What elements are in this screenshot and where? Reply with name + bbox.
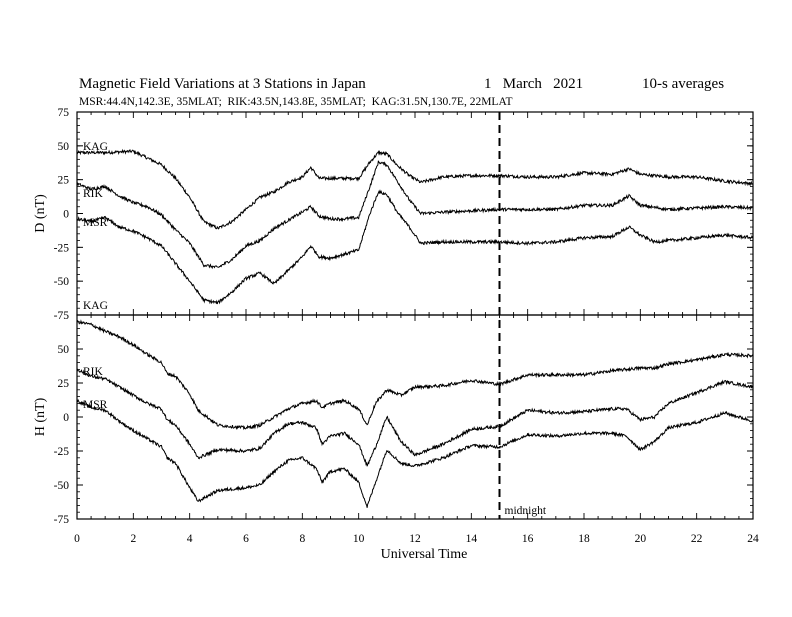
y-tick-label: 75 — [58, 107, 70, 119]
x-axis-label: Universal Time — [381, 547, 468, 562]
x-tick-label: 4 — [187, 533, 193, 545]
x-tick-label: 12 — [409, 533, 421, 545]
series-line-kag-h — [76, 319, 754, 431]
y-tick-label: -25 — [54, 446, 70, 458]
panels-group: 75 50 25 0 -25 -50 -75 D (nT) 50 25 0 -25 -50 -75 H (n… — [33, 107, 759, 545]
y-tick-label: 0 — [63, 412, 69, 424]
chart-date: 1 March 2021 — [484, 76, 583, 92]
y-axis-label: D (nT) — [33, 194, 48, 233]
x-tick-label: 18 — [578, 533, 590, 545]
station-label-msr: MSR — [83, 217, 108, 229]
y-axis-label: H (nT) — [33, 397, 48, 436]
series-line-msr-h — [76, 398, 754, 508]
chart-averaging: 10-s averages — [642, 76, 724, 92]
series-line-rik-h — [76, 368, 754, 467]
station-label-kag: KAG — [83, 141, 108, 153]
x-tick-label: 2 — [130, 533, 136, 545]
y-tick-label: -50 — [54, 480, 70, 492]
y-tick-label: -50 — [54, 276, 70, 288]
chart-title: Magnetic Field Variations at 3 Stations … — [79, 76, 366, 92]
y-tick-label: 25 — [58, 378, 70, 390]
panel-frame — [76, 111, 754, 316]
y-tick-label: 0 — [63, 209, 69, 221]
midnight-label: midnight — [505, 505, 547, 517]
series-line-msr-d — [76, 189, 754, 305]
y-tick-label: 50 — [58, 141, 70, 153]
panel-d: 75 50 25 0 -25 -50 -75 D (nT) — [33, 107, 754, 322]
x-tick-label: 16 — [522, 533, 534, 545]
y-tick-label: -25 — [54, 242, 70, 254]
station-label-rik-h: RIK — [83, 366, 104, 378]
y-tick-label: 50 — [58, 344, 70, 356]
series-line-rik-d — [76, 160, 754, 270]
x-tick-label: 24 — [747, 533, 759, 545]
y-tick-label: -75 — [54, 514, 70, 526]
x-tick-label: 22 — [691, 533, 703, 545]
y-tick-label: -75 — [54, 310, 70, 322]
x-tick-label: 8 — [299, 533, 305, 545]
x-tick-label: 6 — [243, 533, 249, 545]
x-tick-label: 0 — [74, 533, 80, 545]
x-tick-label: 10 — [353, 533, 365, 545]
station-label-rik: RIK — [83, 188, 104, 200]
chart-subtitle: MSR:44.4N,142.3E, 35MLAT; RIK:43.5N,143.… — [79, 96, 513, 108]
panel-h: 50 25 0 -25 -50 -75 H (nT) — [33, 314, 754, 526]
x-tick-label: 14 — [466, 533, 478, 545]
y-tick-label: 25 — [58, 175, 70, 187]
series-line-kag-d — [76, 148, 754, 230]
station-label-msr-h: MSR — [83, 399, 108, 411]
x-tick-label: 20 — [635, 533, 647, 545]
station-label-kag-h: KAG — [83, 300, 108, 312]
